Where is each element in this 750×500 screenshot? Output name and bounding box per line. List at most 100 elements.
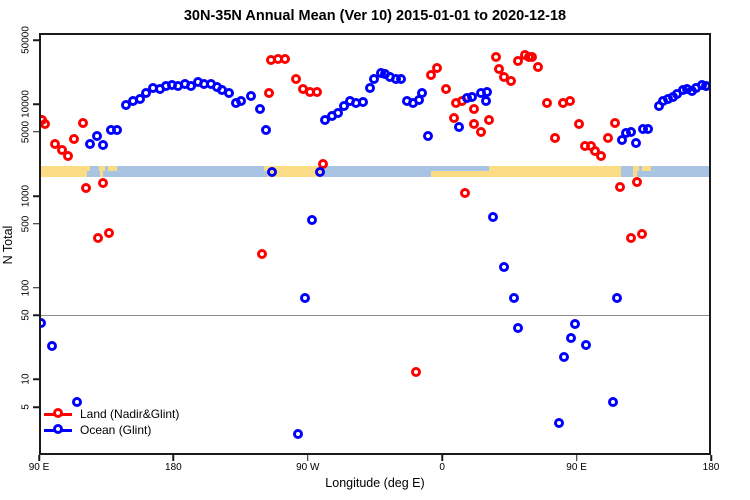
- data-point-land: [494, 63, 505, 74]
- x-tick: [307, 455, 309, 461]
- data-point-ocean: [423, 131, 434, 142]
- map-strip-ocean-segment: [323, 165, 490, 172]
- x-tick: [38, 455, 40, 461]
- plot-area: Land (Nadir&Glint) Ocean (Glint): [39, 33, 711, 455]
- data-point-ocean: [581, 339, 592, 350]
- map-strip-ocean-segment: [89, 165, 99, 172]
- map-strip-land-segment: [431, 171, 622, 177]
- data-point-land: [92, 233, 103, 244]
- data-point-land: [550, 132, 561, 143]
- map-strip-land-segment: [98, 165, 105, 172]
- data-point-ocean: [41, 318, 47, 329]
- map-strip-ocean-segment: [639, 165, 643, 172]
- y-tick: [33, 39, 39, 41]
- data-point-land: [291, 73, 302, 84]
- data-point-land: [50, 138, 61, 149]
- data-point-ocean: [559, 352, 570, 362]
- reference-line-50: [41, 314, 709, 317]
- data-point-ocean: [480, 95, 491, 106]
- x-tick-label: 90 W: [296, 462, 320, 473]
- map-strip-land-segment: [633, 171, 637, 177]
- data-point-land: [564, 95, 575, 106]
- data-point-ocean: [617, 135, 627, 146]
- data-point-ocean: [630, 137, 641, 148]
- data-point-ocean: [368, 74, 379, 85]
- data-point-land: [431, 62, 442, 73]
- map-strip-ocean-segment: [87, 171, 101, 177]
- data-point-land: [484, 115, 495, 126]
- x-tick: [710, 455, 712, 461]
- data-point-ocean: [306, 215, 317, 226]
- data-point-ocean: [417, 88, 428, 99]
- data-point-land: [626, 232, 637, 243]
- x-tick-label: 90 E: [28, 462, 50, 473]
- data-point-land: [80, 182, 91, 193]
- y-tick: [33, 406, 39, 408]
- data-point-ocean: [236, 96, 247, 107]
- x-tick: [575, 455, 578, 461]
- data-point-ocean: [396, 74, 407, 85]
- data-point-ocean: [92, 131, 103, 142]
- map-strip-land-segment: [642, 165, 652, 172]
- data-point-ocean: [512, 322, 523, 333]
- y-tick: [33, 195, 39, 197]
- y-tick: [33, 222, 39, 225]
- map-strip-ocean-segment: [621, 171, 634, 177]
- legend-circle-symbol: [53, 408, 63, 418]
- data-point-ocean: [121, 100, 132, 111]
- legend-label: Land (Nadir&Glint): [80, 407, 180, 421]
- y-axis-label: N Total: [1, 225, 15, 265]
- data-point-ocean: [466, 91, 477, 102]
- data-point-ocean: [508, 293, 519, 304]
- data-point-land: [63, 151, 74, 162]
- data-point-ocean: [255, 103, 266, 114]
- data-point-land: [460, 188, 471, 199]
- chart-title: 30N-35N Annual Mean (Ver 10) 2015-01-01 …: [183, 8, 567, 24]
- data-point-ocean: [46, 341, 57, 351]
- data-point-ocean: [292, 429, 303, 440]
- data-point-land: [426, 69, 437, 80]
- data-point-land: [257, 248, 268, 259]
- data-point-land: [69, 134, 80, 145]
- latitude-band-map-strip: [41, 165, 709, 177]
- map-strip-ocean-segment: [651, 165, 709, 172]
- y-tick: [33, 287, 39, 289]
- data-point-land: [469, 119, 480, 130]
- data-point-land: [98, 177, 109, 188]
- data-point-land: [475, 127, 486, 138]
- data-point-land: [410, 366, 421, 377]
- x-tick-label: 180: [702, 462, 720, 473]
- data-point-land: [448, 113, 459, 124]
- data-point-land: [311, 87, 322, 98]
- y-tick: [33, 131, 39, 133]
- x-tick: [441, 455, 443, 461]
- data-point-land: [78, 118, 89, 129]
- data-point-ocean: [332, 107, 343, 118]
- data-point-ocean: [85, 138, 96, 149]
- map-strip-land-segment: [633, 165, 640, 172]
- x-tick-label: 90 E: [566, 462, 587, 473]
- data-point-ocean: [700, 80, 709, 91]
- map-strip-ocean-segment: [103, 171, 267, 177]
- x-axis-label: Longitude (deg E): [325, 476, 425, 490]
- map-strip-land-segment: [263, 165, 324, 172]
- data-point-ocean: [98, 139, 109, 150]
- data-point-ocean: [454, 122, 465, 133]
- data-point-land: [57, 144, 68, 155]
- data-point-land: [602, 132, 613, 143]
- data-point-land: [491, 51, 502, 62]
- data-point-ocean: [625, 126, 636, 137]
- data-point-land: [595, 151, 606, 162]
- data-points-layer: [41, 35, 709, 453]
- data-point-land: [615, 182, 626, 193]
- data-point-ocean: [488, 212, 499, 223]
- y-tick: [33, 103, 39, 106]
- map-strip-land-segment: [41, 171, 88, 177]
- map-strip-ocean-segment: [637, 171, 709, 177]
- map-strip-land-segment: [107, 165, 117, 172]
- data-point-ocean: [134, 94, 145, 105]
- data-point-ocean: [315, 167, 326, 178]
- data-point-ocean: [364, 83, 375, 94]
- map-strip-land-segment: [489, 165, 622, 172]
